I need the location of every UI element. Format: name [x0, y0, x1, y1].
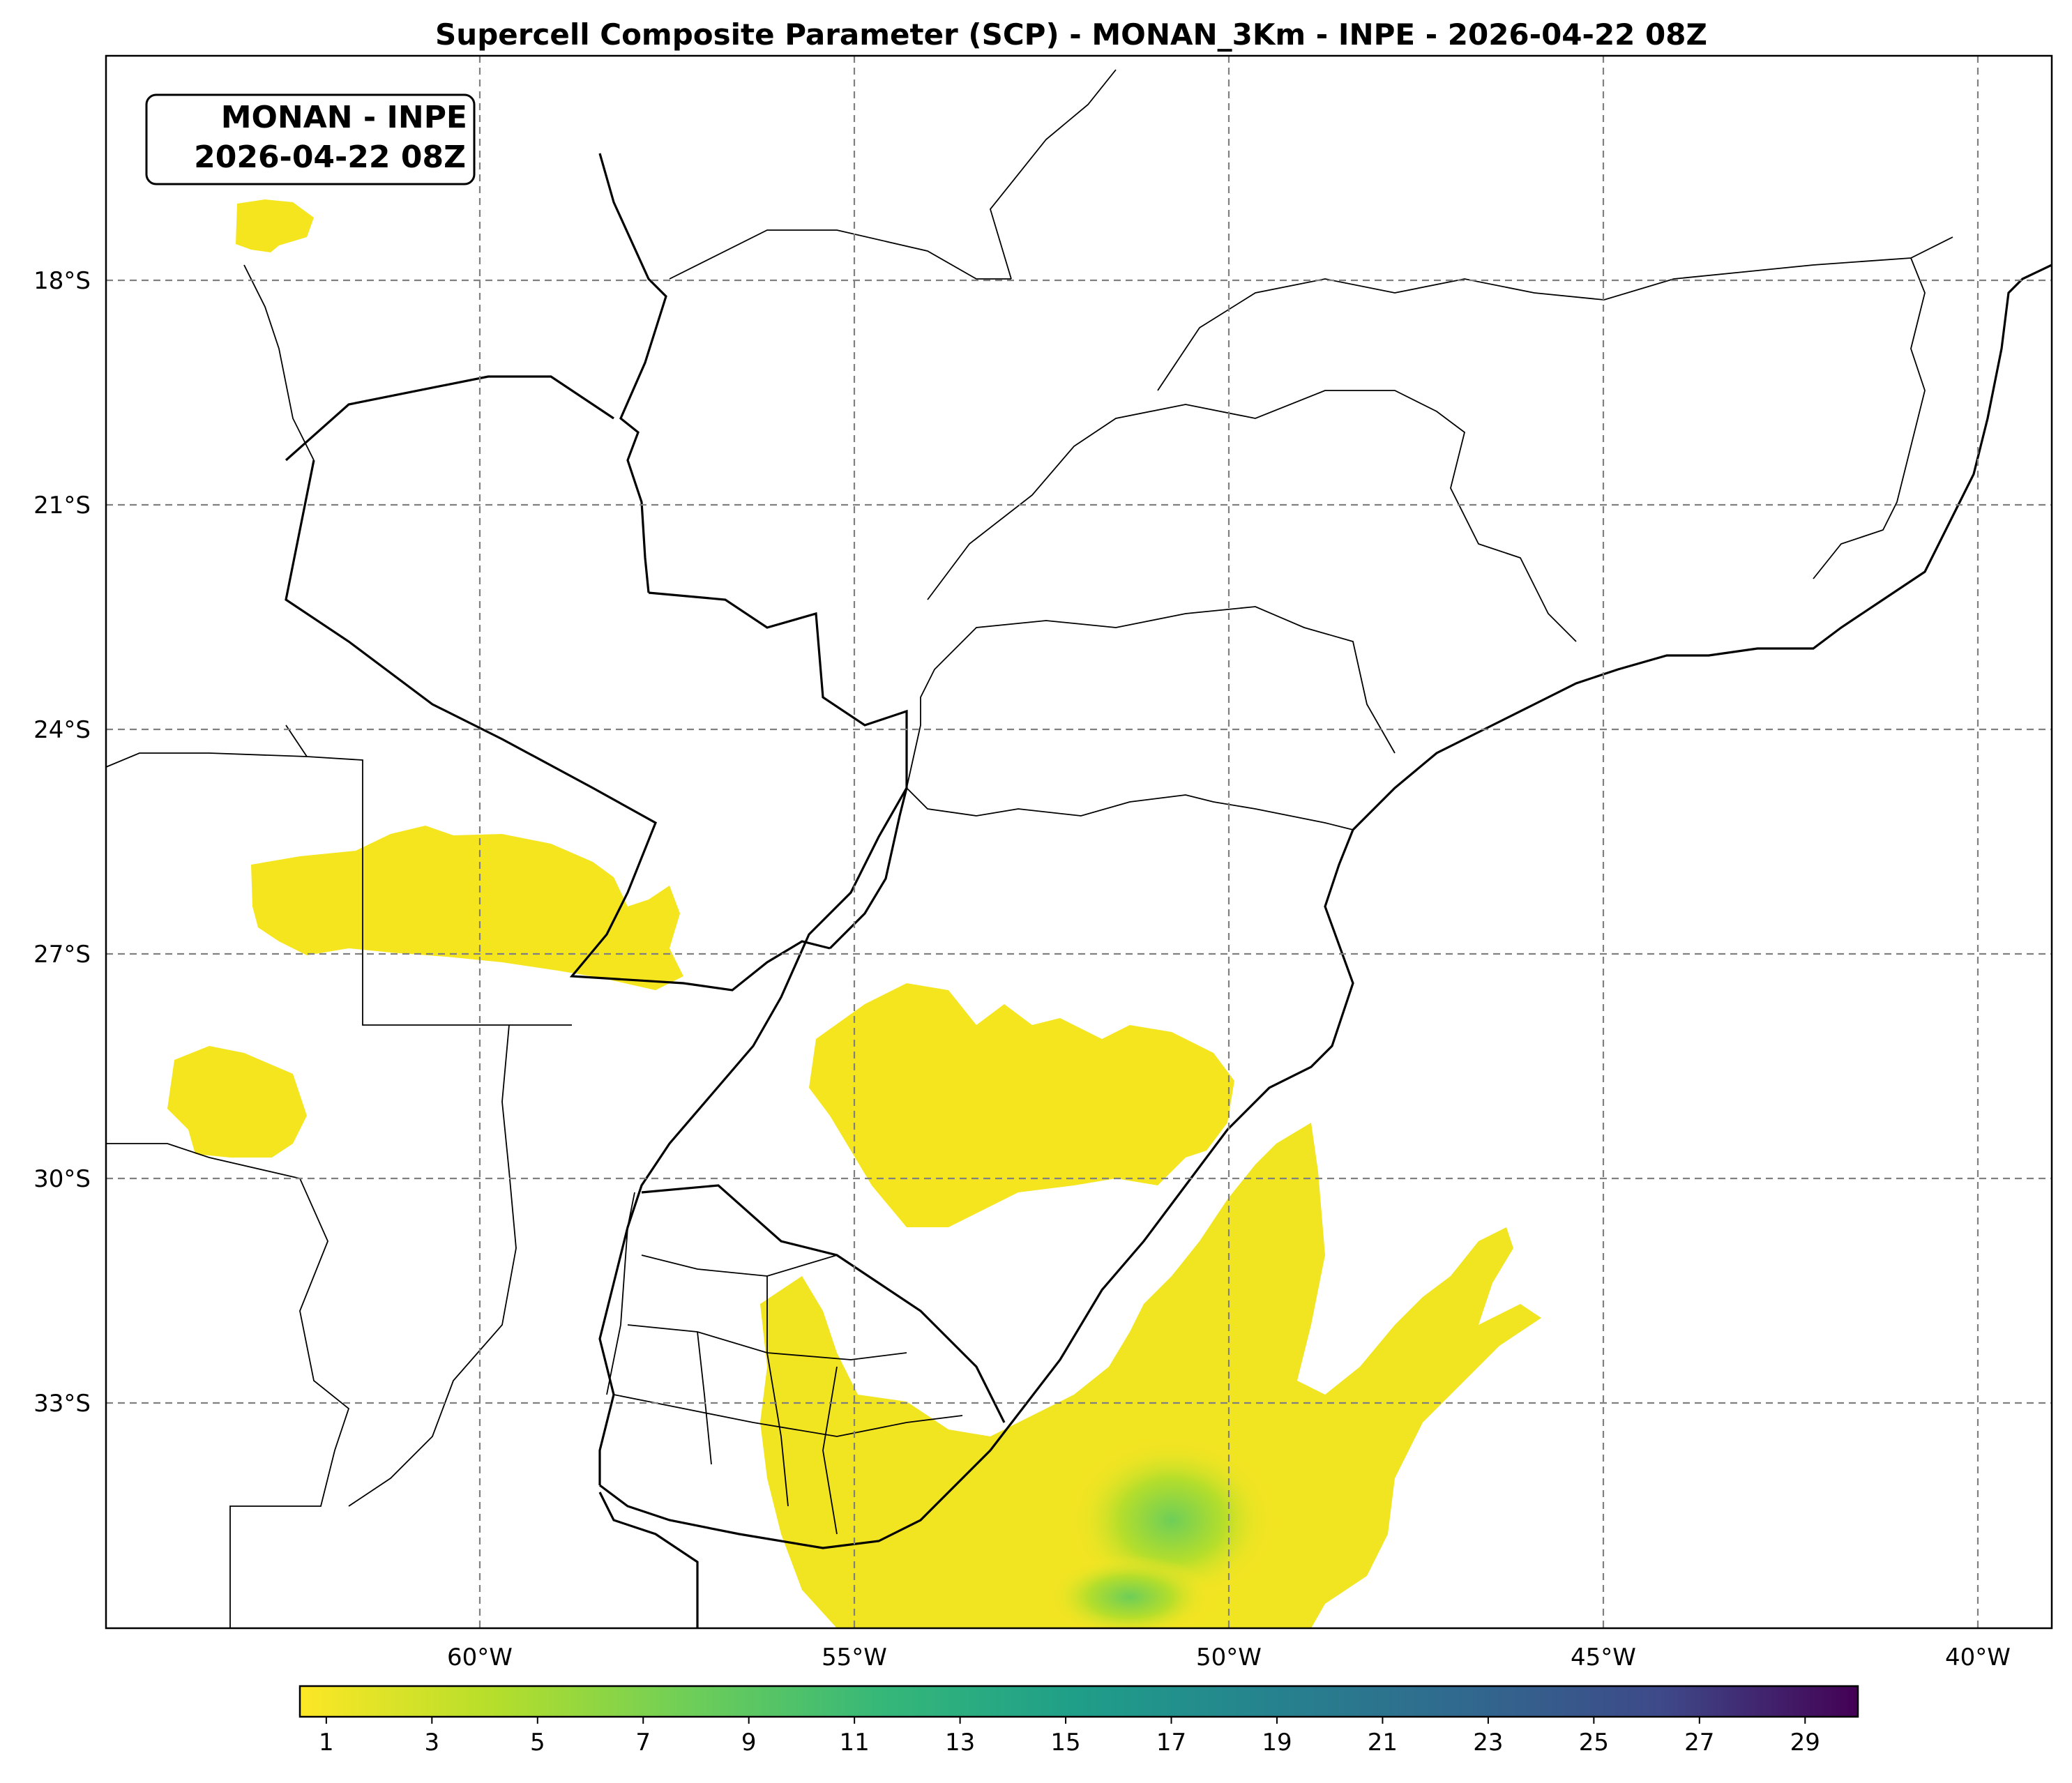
scp-shading [167, 199, 1541, 1628]
paraguay-brazil-border [648, 591, 908, 788]
lat-tick-label: 33°S [33, 1390, 91, 1418]
lat-tick-label: 21°S [33, 492, 91, 519]
info-box-line1: MONAN - INPE [221, 100, 467, 135]
lon-tick-label: 50°W [1196, 1644, 1262, 1671]
brazil-coastline [989, 264, 2052, 1451]
scp-region-chaco [251, 826, 683, 990]
lon-tick-labels: 60°W 55°W 50°W 45°W 40°W [447, 1644, 2011, 1671]
lat-tick-label: 27°S [33, 941, 91, 969]
map-area [106, 56, 2052, 1628]
brazil-uruguay-border [641, 1184, 1006, 1423]
colorbar-tick-label: 21 [1368, 1729, 1398, 1757]
scp-region-ocean-south [760, 1123, 1541, 1628]
chart-title: Supercell Composite Parameter (SCP) - MO… [435, 17, 1707, 52]
scp-region-argentina-west [167, 1046, 307, 1158]
colorbar-tick-label: 17 [1156, 1729, 1186, 1757]
info-box-line2: 2026-04-22 08Z [194, 139, 466, 175]
colorbar-tick-label: 15 [1050, 1729, 1080, 1757]
map-frame [105, 54, 2053, 1630]
scp-region-north [236, 199, 314, 252]
info-box: MONAN - INPE 2026-04-22 08Z [145, 93, 476, 185]
lat-tick-label: 30°S [33, 1165, 91, 1193]
colorbar: 1 3 5 7 9 11 13 15 17 19 21 23 25 27 29 [298, 1685, 1859, 1757]
colorbar-tick-label: 29 [1790, 1729, 1820, 1757]
colorbar-tick-label: 3 [425, 1729, 440, 1757]
colorbar-tick-label: 25 [1579, 1729, 1609, 1757]
colorbar-tick-label: 23 [1473, 1729, 1503, 1757]
lat-tick-label: 18°S [33, 267, 91, 295]
rio-plata-south-bank [598, 1492, 699, 1628]
scp-max-core-2 [1046, 1555, 1213, 1628]
info-box-frame [145, 93, 476, 185]
lon-tick-label: 55°W [822, 1644, 887, 1671]
colorbar-tick-label: 19 [1262, 1729, 1292, 1757]
lon-tick-label: 40°W [1945, 1644, 2011, 1671]
argentina-brazil-border [829, 787, 908, 950]
state-borders-brazil [243, 69, 1953, 830]
political-borders [106, 69, 2052, 1628]
colorbar-gradient [298, 1685, 1859, 1718]
lon-tick-label: 45°W [1571, 1644, 1636, 1671]
colorbar-tick-label: 7 [635, 1729, 651, 1757]
bolivia-brazil-border [598, 153, 667, 593]
colorbar-tick-label: 1 [319, 1729, 334, 1757]
colorbar-ticks: 1 3 5 7 9 11 13 15 17 19 21 23 25 27 29 [319, 1717, 1820, 1757]
scp-region-rs-north [809, 983, 1234, 1227]
colorbar-tick-label: 13 [945, 1729, 975, 1757]
lat-tick-labels: 18°S 21°S 24°S 27°S 30°S 33°S [33, 267, 91, 1418]
province-borders-argentina [106, 724, 635, 1628]
uruguay-departments [613, 1254, 963, 1535]
colorbar-tick-label: 9 [741, 1729, 757, 1757]
colorbar-tick-label: 5 [530, 1729, 545, 1757]
uruguay-river-border [598, 787, 908, 1485]
lat-tick-label: 24°S [33, 716, 91, 744]
colorbar-tick-label: 11 [840, 1729, 870, 1757]
paraguay-argentina-border [285, 460, 831, 992]
colorbar-tick-label: 27 [1684, 1729, 1714, 1757]
gridlines [106, 56, 2052, 1628]
lon-tick-label: 60°W [447, 1644, 513, 1671]
bolivia-paraguay-border [285, 375, 614, 462]
uruguay-coast [599, 1449, 992, 1549]
